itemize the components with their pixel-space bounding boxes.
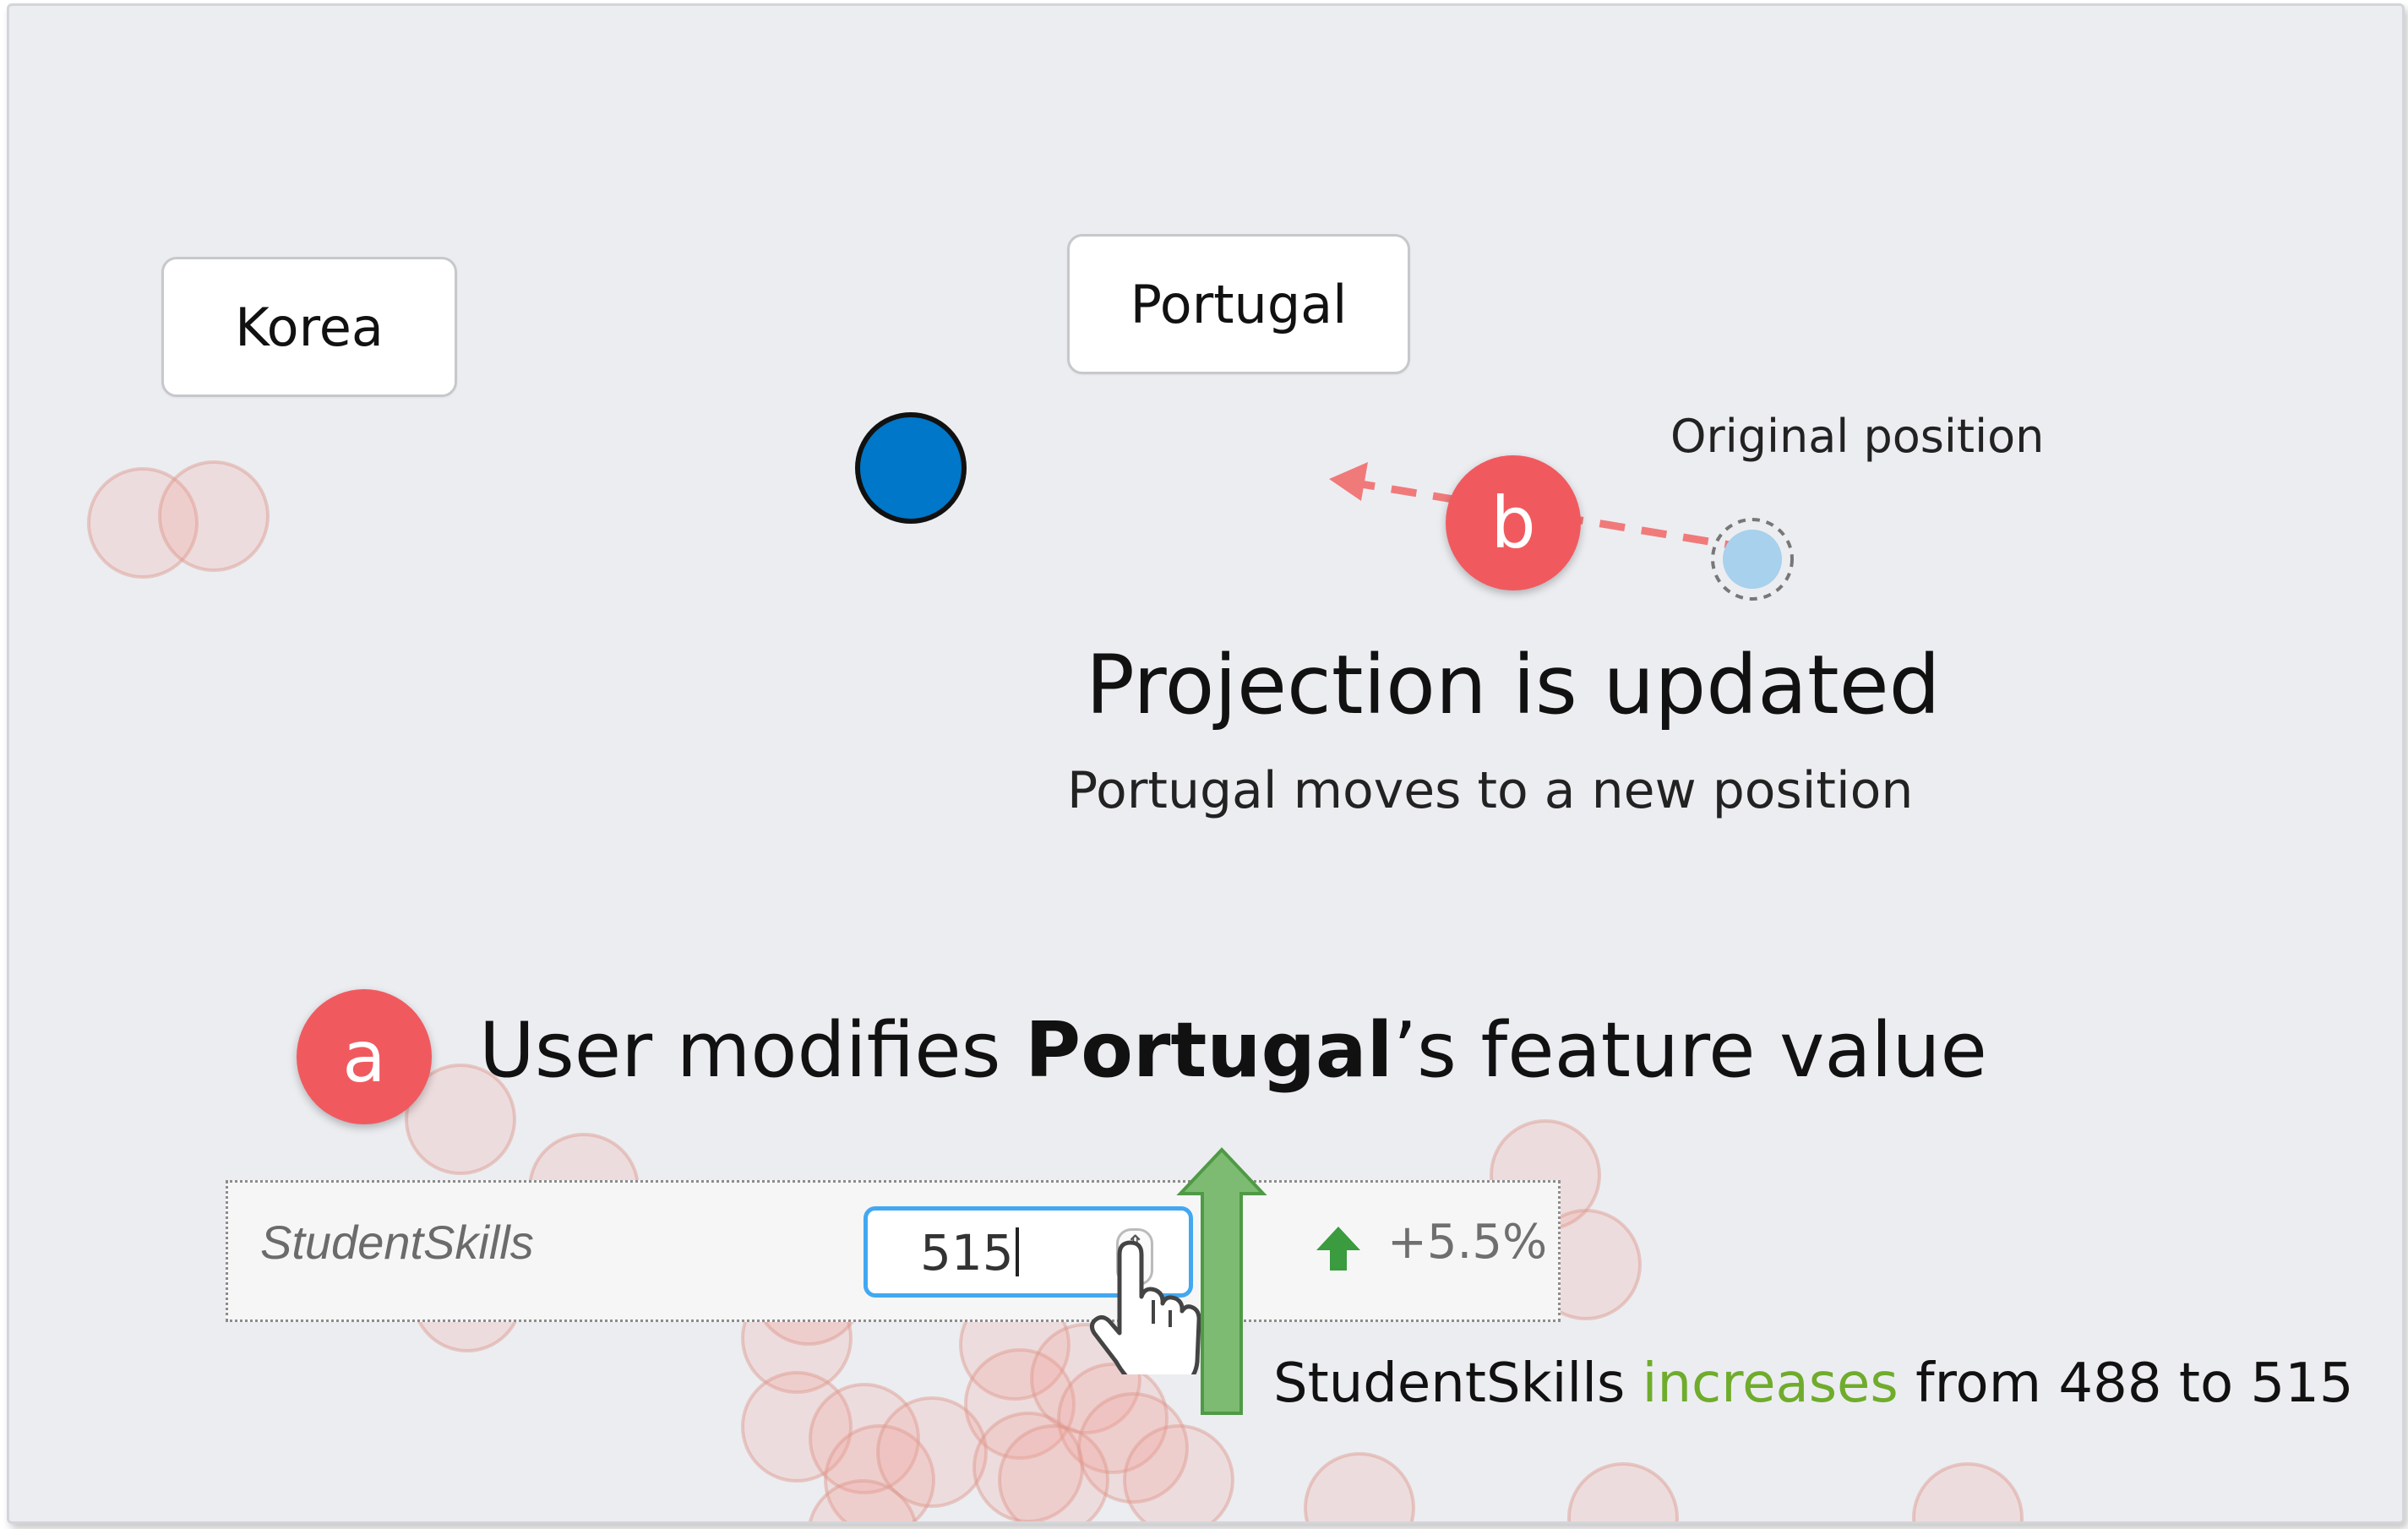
background-bubble <box>741 1371 853 1483</box>
projection-title: Projection is updated <box>1086 638 1941 732</box>
modify-prefix: User modifies <box>479 1006 1026 1095</box>
background-bubble <box>1567 1462 1679 1521</box>
projection-subtitle: Portugal moves to a new position <box>1067 761 1914 820</box>
modify-country: Portugal <box>1025 1006 1393 1095</box>
background-bubble <box>808 1479 918 1521</box>
background-bubble <box>405 1064 516 1175</box>
increase-arrow <box>1176 1147 1267 1415</box>
background-bubble <box>1912 1462 2024 1521</box>
hand-pointer-icon <box>1089 1240 1201 1374</box>
caption-verb: increases <box>1642 1352 1899 1415</box>
background-bubble <box>876 1396 988 1508</box>
background-bubble <box>964 1348 1076 1460</box>
portugal-original-point <box>1723 530 1782 589</box>
background-bubble <box>1057 1363 1169 1474</box>
background-bubble <box>824 1424 935 1521</box>
background-bubble <box>809 1383 920 1494</box>
feature-name: StudentSkills <box>260 1216 534 1269</box>
modify-heading: User modifies Portugal’s feature value <box>479 1006 1987 1095</box>
change-percent: +5.5% <box>1387 1215 1548 1270</box>
increase-caption: StudentSkills increases from 488 to 515 <box>1273 1352 2354 1415</box>
background-bubble <box>998 1424 1109 1521</box>
badge-b: b <box>1446 455 1581 590</box>
background-bubble <box>1304 1452 1415 1521</box>
background-bubble <box>87 467 199 579</box>
badge-a: a <box>297 989 432 1124</box>
text-caret <box>1015 1227 1019 1276</box>
arrow-up-icon <box>1316 1227 1360 1271</box>
portugal-label: Portugal <box>1067 234 1410 374</box>
feature-row: StudentSkills 515 ⇕ +5.5% <box>226 1180 1561 1322</box>
feature-value-text: 515 <box>920 1224 1014 1281</box>
movement-arrowhead <box>1329 462 1368 501</box>
background-bubble <box>1077 1392 1189 1504</box>
movement-trail <box>1360 480 1751 552</box>
background-bubble <box>158 460 270 572</box>
caption-feature: StudentSkills <box>1273 1352 1626 1415</box>
background-bubble <box>972 1412 1084 1521</box>
original-position-label: Original position <box>1670 410 2045 463</box>
modify-suffix: ’s feature value <box>1392 1006 1987 1095</box>
diagram-panel: Korea Portugal Original position b Proje… <box>7 3 2405 1524</box>
original-position-ring <box>1711 518 1794 601</box>
background-bubble <box>1123 1424 1234 1521</box>
portugal-new-point <box>855 412 967 524</box>
caption-rest: from 488 to 515 <box>1915 1352 2354 1415</box>
korea-label: Korea <box>161 257 457 397</box>
